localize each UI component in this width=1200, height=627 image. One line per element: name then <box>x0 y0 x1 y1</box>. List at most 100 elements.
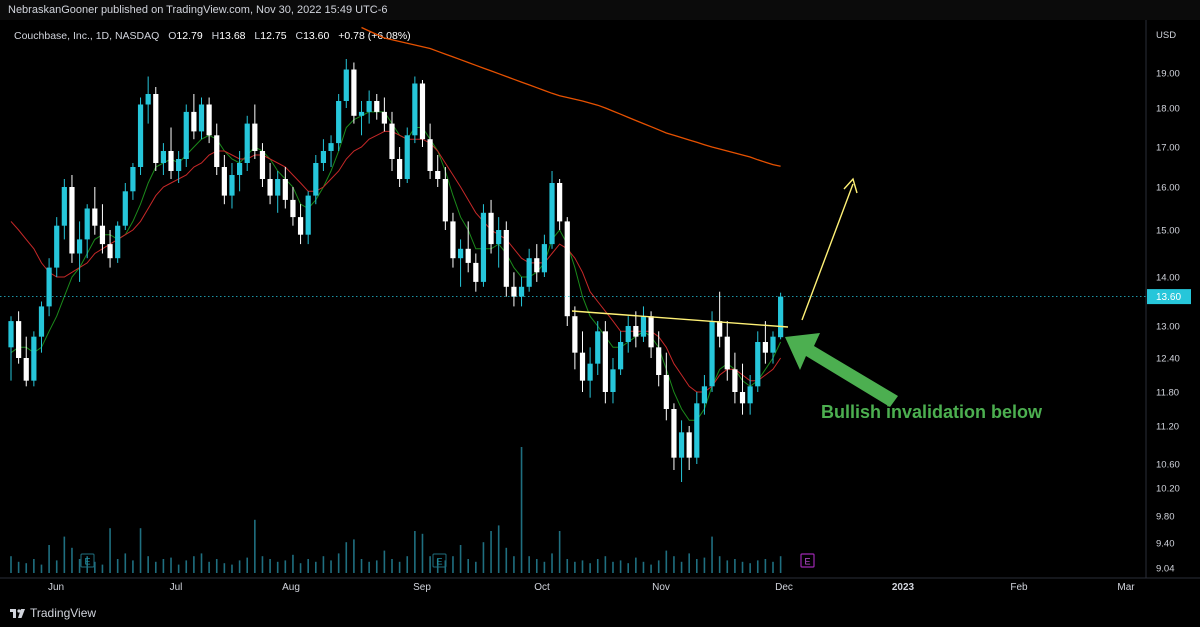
legend-c-label: C <box>295 30 303 42</box>
time-tick-label: Nov <box>652 582 670 593</box>
volume-bar <box>452 556 454 573</box>
legend-symbol: Couchbase, Inc., 1D, NASDAQ <box>14 30 159 42</box>
volume-bar <box>315 561 317 573</box>
candle-body <box>518 286 525 297</box>
volume-bar <box>223 563 226 573</box>
candle-body <box>328 143 334 151</box>
legend-h-value: 13.68 <box>219 30 245 42</box>
volume-bar <box>589 563 591 573</box>
time-tick-label: Dec <box>775 582 793 593</box>
candle-body <box>237 163 243 175</box>
volume-bar <box>147 556 149 573</box>
candle-body <box>427 139 433 171</box>
legend-h-label: H <box>212 30 220 42</box>
candle-body <box>534 258 540 273</box>
volume-bar <box>124 553 127 573</box>
volume-bar <box>337 553 340 573</box>
volume-bar <box>353 539 355 573</box>
candle-body <box>366 101 372 112</box>
candle-body <box>663 375 669 409</box>
volume-bar <box>398 561 401 573</box>
candle-body <box>656 347 662 375</box>
candle-body <box>252 123 258 151</box>
candle-body <box>198 104 205 132</box>
price-tick-label: 13.00 <box>1156 322 1180 333</box>
price-chart[interactable]: Couchbase, Inc., 1D, NASDAQ O12.79 H13.6… <box>0 20 1200 600</box>
candle-body <box>747 386 753 404</box>
volume-bar <box>642 561 645 573</box>
volume-bar <box>193 556 195 573</box>
candle-body <box>297 217 304 235</box>
tradingview-brand: TradingView <box>30 606 97 620</box>
time-tick-label: Jul <box>170 582 183 593</box>
volume-bar <box>231 564 233 573</box>
price-tick-label: 17.00 <box>1156 143 1180 154</box>
price-tick-label: 15.00 <box>1156 226 1180 237</box>
candle-body <box>137 104 144 167</box>
resistance-line <box>571 310 789 328</box>
legend-l-value: 12.75 <box>260 30 286 42</box>
volume-bar <box>33 559 35 573</box>
candle-body <box>122 191 128 226</box>
volume-bar <box>696 559 698 573</box>
volume-bar <box>63 536 66 573</box>
candle-body <box>290 199 296 218</box>
candle-body <box>572 316 578 353</box>
time-axis[interactable]: Jun Jul Aug Sep Oct Nov Dec 2023 Feb Mar <box>48 582 1135 593</box>
volume-bar <box>10 556 12 573</box>
tradingview-logo[interactable]: TradingView <box>10 606 96 620</box>
candle-body <box>678 432 685 458</box>
volume-bar <box>116 559 119 573</box>
price-tick-label: 11.20 <box>1156 422 1179 433</box>
candle-body <box>381 111 387 124</box>
candle-body <box>671 409 677 458</box>
candle-body <box>709 321 715 387</box>
candle-body <box>694 403 700 458</box>
price-tick-label: 14.00 <box>1156 273 1180 284</box>
volume-bar <box>375 560 378 573</box>
candle-body <box>54 225 60 268</box>
price-axis[interactable]: 19.00 18.00 17.00 16.00 15.00 14.00 13.00 12.40… <box>1156 69 1180 575</box>
candle-body <box>435 171 441 179</box>
volume-bar <box>635 557 637 573</box>
volume-bar <box>101 564 104 573</box>
volume-bar <box>535 559 538 573</box>
volume-bar <box>756 560 759 573</box>
volume-bar <box>749 563 751 573</box>
candle-body <box>130 167 136 192</box>
volume-bar <box>162 559 165 573</box>
time-tick-label: Jun <box>48 582 64 593</box>
candle-body <box>305 195 311 235</box>
volume-bar <box>688 553 690 573</box>
candle-body <box>38 306 45 337</box>
publisher-bar: NebraskanGooner published on TradingView… <box>0 0 1200 20</box>
candle-body <box>625 326 631 342</box>
volume-bar <box>718 556 721 573</box>
candle-body <box>46 267 52 307</box>
volume-bar <box>17 561 20 573</box>
volume-bar <box>429 556 431 573</box>
candle-body <box>595 331 601 364</box>
candle-body <box>557 183 563 222</box>
volume-bar <box>734 559 736 573</box>
candle-body <box>442 179 448 222</box>
target-arrow-head <box>843 177 858 194</box>
volume-bar <box>619 560 622 573</box>
candle-body <box>564 221 570 317</box>
candle-body <box>221 167 227 196</box>
volume-bar <box>170 557 172 573</box>
volume-bar <box>574 561 576 573</box>
volume-bar <box>421 533 424 573</box>
volume-bar <box>520 447 523 573</box>
candle-body <box>244 123 250 163</box>
volume-bar <box>772 561 774 573</box>
moving-average-2 <box>361 26 781 167</box>
volume-bar <box>627 563 630 573</box>
price-tick-label: 9.04 <box>1156 564 1175 575</box>
candle-body <box>92 208 98 226</box>
candle-body <box>640 316 647 337</box>
volume-bar <box>292 554 294 573</box>
volume-bar <box>764 559 767 573</box>
price-tick-label: 19.00 <box>1156 69 1180 80</box>
volume-bar <box>391 559 393 573</box>
